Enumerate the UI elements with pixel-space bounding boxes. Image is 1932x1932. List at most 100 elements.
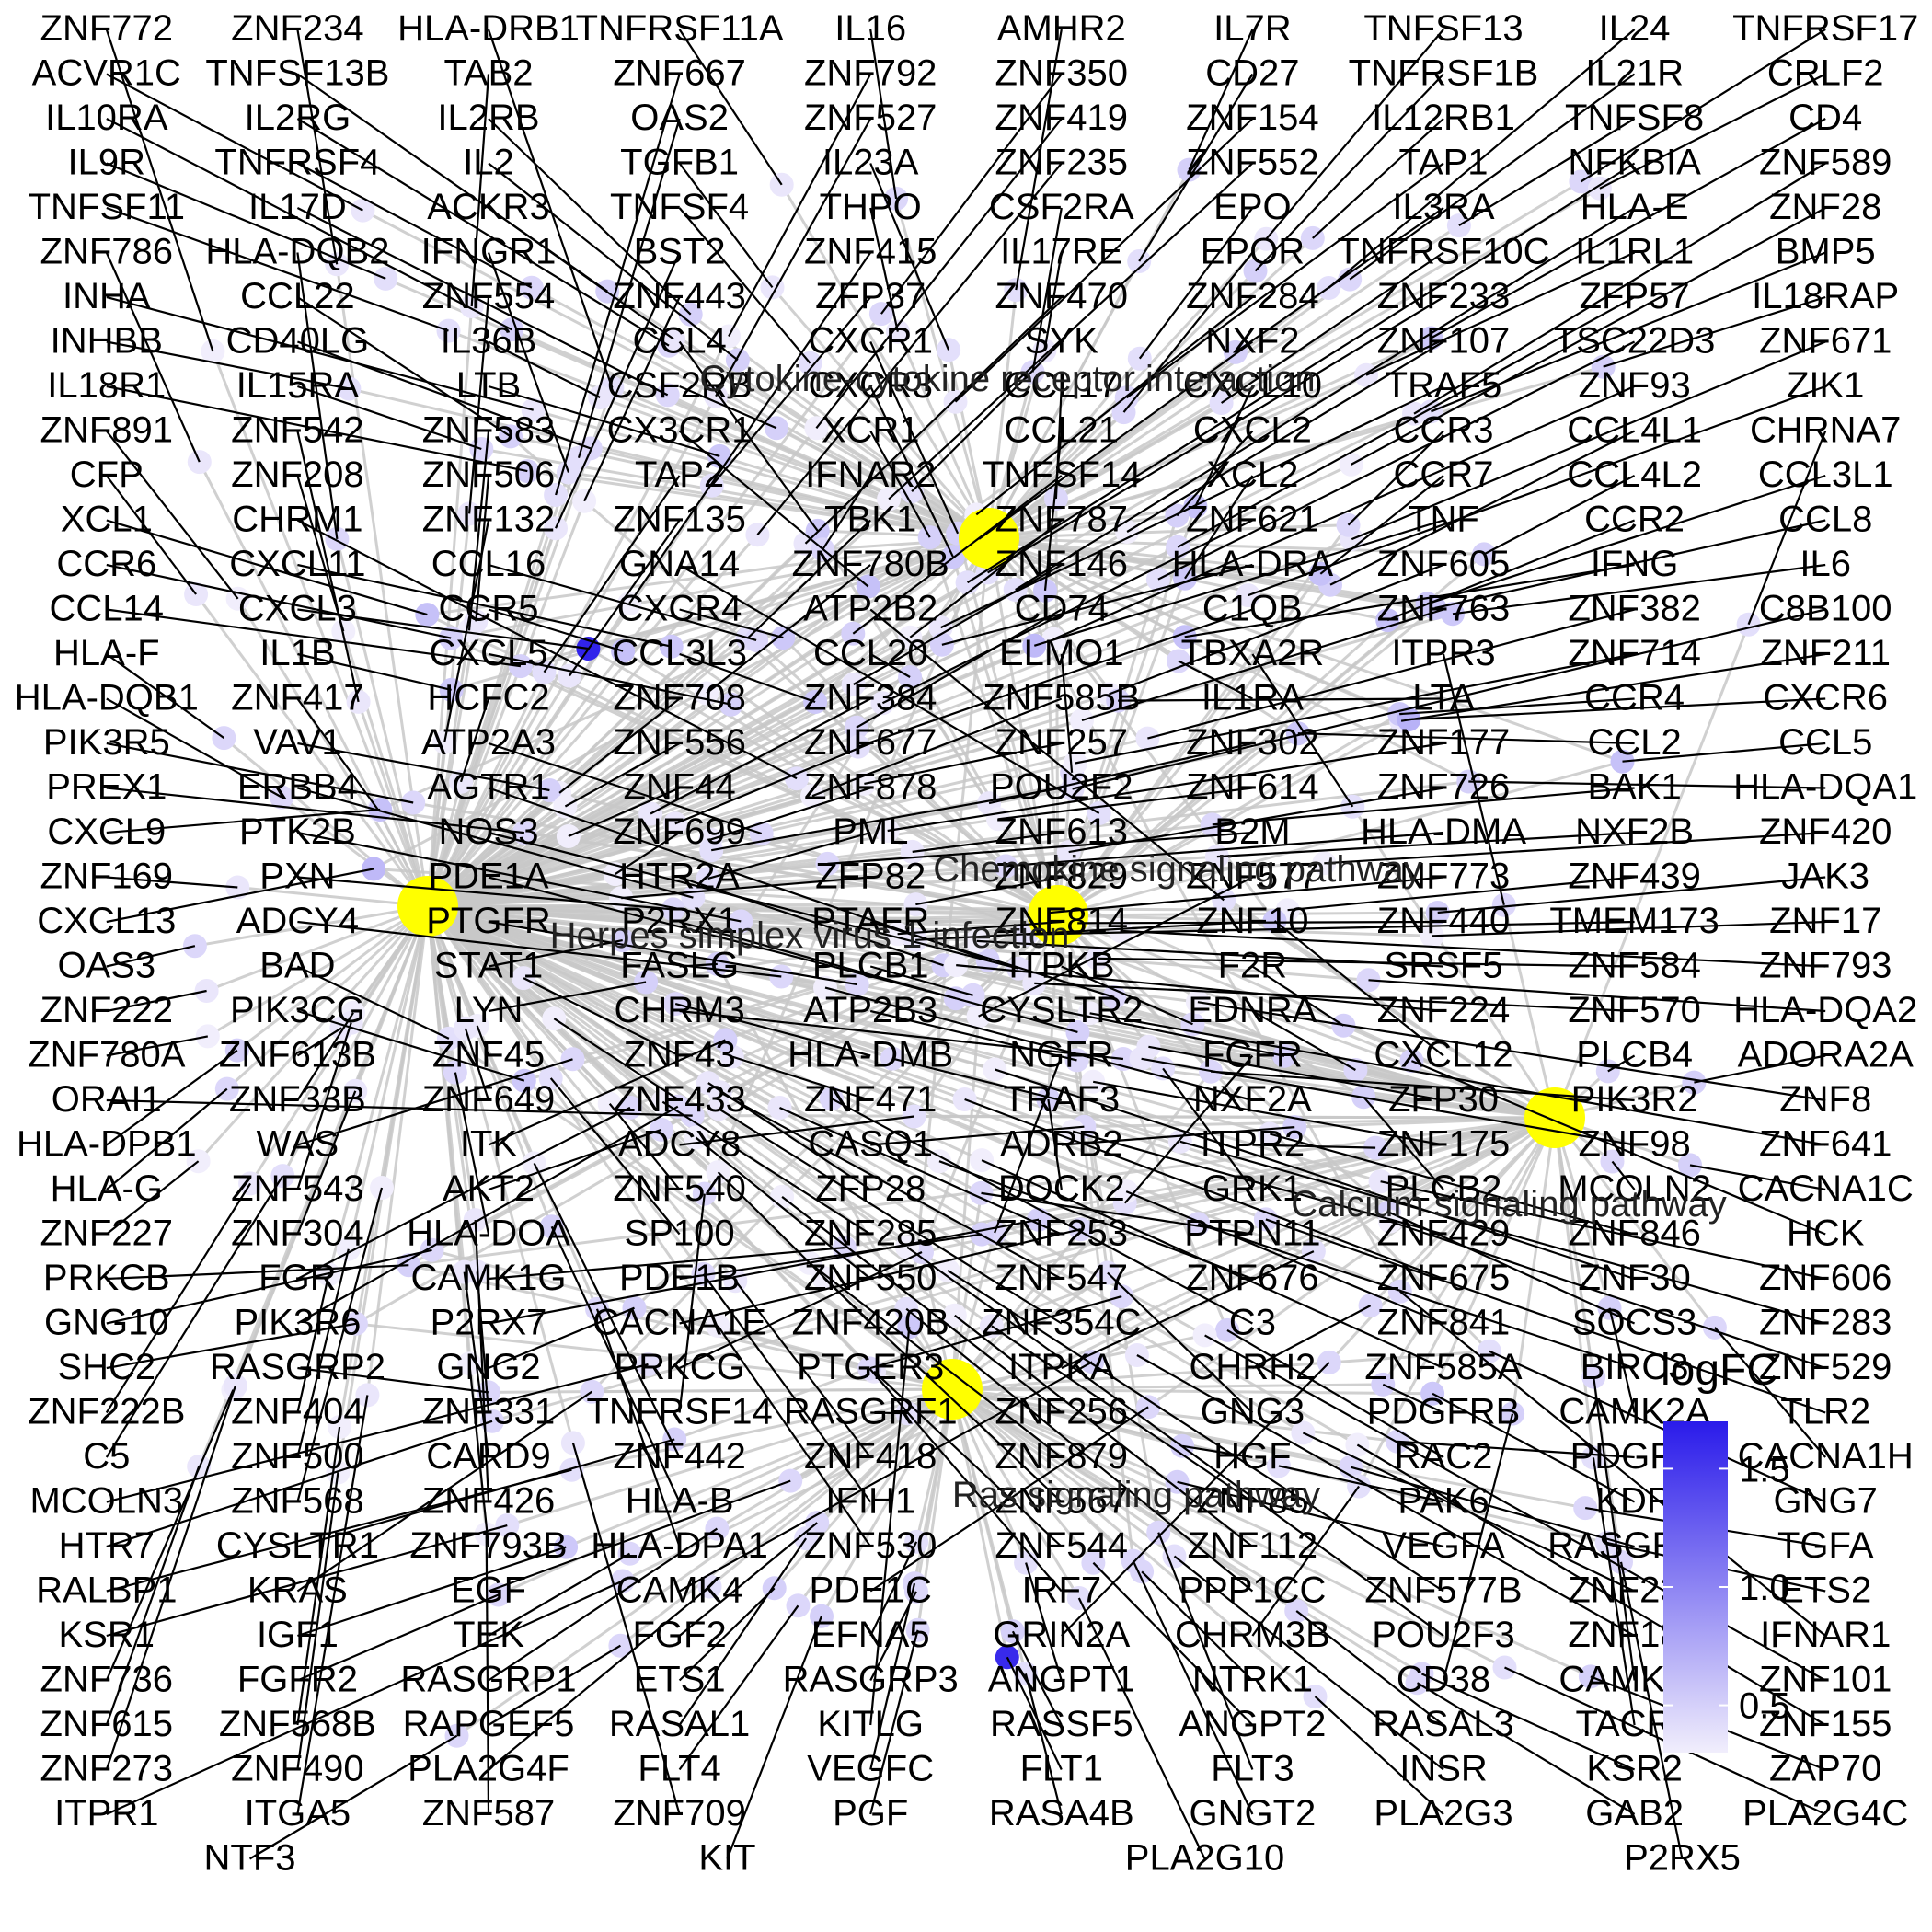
- leader-znf107: [1126, 340, 1444, 533]
- gene-label-zfp37: ZFP37: [815, 276, 926, 316]
- gene-label-kdr: KDR: [1595, 1481, 1673, 1522]
- leader-pou2f3: [906, 1246, 1444, 1637]
- edge-ntf3-ras: [455, 1387, 953, 1738]
- leader-b2m: [827, 831, 1253, 865]
- gene-label-ednra: EDNRA: [1188, 990, 1317, 1030]
- edge-angpt2-ras: [950, 1388, 1095, 1564]
- gene-label-znf44: ZNF44: [623, 767, 735, 808]
- gene-label-znf613b: ZNF613B: [219, 1035, 376, 1075]
- leader-znf155: [1356, 1443, 1826, 1726]
- edge-il16-cytokine: [894, 198, 991, 539]
- edge-znf567-herpes: [426, 904, 825, 1280]
- gene-label-znf772: ZNF772: [40, 8, 174, 49]
- leader-erbb4: [297, 787, 694, 899]
- gene-label-ets1: ETS1: [634, 1660, 726, 1700]
- leader-il2rg: [296, 118, 670, 347]
- leader-syk: [911, 340, 1063, 492]
- gene-label-znf30: ZNF30: [1578, 1258, 1690, 1298]
- leader-kdr: [1432, 1392, 1636, 1503]
- gene-label-znf699: ZNF699: [613, 811, 746, 852]
- leader-znf568: [296, 1187, 384, 1502]
- leader-znf350: [880, 73, 1063, 315]
- leader-ccl4: [678, 340, 819, 532]
- leader-il7r: [1188, 29, 1254, 171]
- edge-cxcl9-cytokine: [379, 536, 990, 811]
- gene-label-insr: INSR: [1399, 1749, 1488, 1789]
- gene-label-ksr1: KSR1: [59, 1615, 155, 1655]
- leader-pik3r5: [106, 742, 414, 804]
- gene-label-znf649: ZNF649: [422, 1079, 556, 1120]
- edge-il17d-cytokine: [667, 394, 990, 540]
- edge-irf7-herpes: [426, 904, 871, 1370]
- gene-label-stat1: STAT1: [434, 946, 544, 986]
- leader-pla2g4f: [488, 1585, 711, 1771]
- gene-label-il21r: IL21R: [1585, 53, 1684, 94]
- label-leader-layer: [105, 29, 1827, 1860]
- edge-hla-dqa1-cytokine: [988, 536, 1469, 783]
- gene-label-ptger3: PTGER3: [797, 1347, 944, 1387]
- leader-oas2: [577, 118, 681, 459]
- gene-label-ifng: IFNG: [1591, 544, 1679, 584]
- gene-label-bst2: BST2: [634, 232, 726, 272]
- gene-label-znf8: ZNF8: [1779, 1079, 1871, 1120]
- gene-label-itpka: ITPKA: [1008, 1347, 1115, 1387]
- edge-kit-ras: [820, 1388, 954, 1617]
- leader-znf585b: [811, 697, 1063, 798]
- leader-tgfb1: [678, 162, 774, 289]
- gene-label-pde1b: PDE1B: [619, 1258, 740, 1298]
- edge-kitlg-cytokine: [907, 537, 991, 1328]
- gene-label-ptgfr: PTGFR: [426, 901, 551, 941]
- leader-traf5: [940, 385, 1444, 629]
- gene-label-ptk2b: PTK2B: [239, 811, 356, 852]
- leader-pml: [707, 831, 871, 880]
- leader-il1ra: [1178, 660, 1253, 700]
- leader-cxcl2: [1176, 430, 1254, 517]
- gene-label-znf257: ZNF257: [995, 722, 1129, 763]
- edge-ccl4l2-cytokine: [988, 536, 1485, 556]
- leader-birc3: [1197, 1223, 1635, 1370]
- gene-label-znf417: ZNF417: [231, 678, 364, 719]
- leader-kit: [726, 1616, 823, 1859]
- gene-label-prex1: PREX1: [46, 767, 167, 808]
- gene-label-chrm1: CHRM1: [232, 500, 362, 540]
- leader-tbxa2r: [1251, 653, 1354, 808]
- leader-was: [297, 1058, 573, 1146]
- gene-label-zfp82: ZFP82: [815, 857, 926, 897]
- gene-label-htr2a: HTR2A: [619, 857, 740, 897]
- leader-znf224: [956, 964, 1444, 1013]
- edge-xcr1-chemokine: [928, 536, 1060, 916]
- gene-label-znf285: ZNF285: [804, 1213, 937, 1254]
- leader-il2: [488, 162, 739, 362]
- gene-label-cxcr1: CXCR1: [808, 321, 933, 362]
- gene-label-ccr4: CCR4: [1584, 678, 1685, 719]
- gene-label-cacna1e: CACNA1E: [592, 1303, 766, 1343]
- leader-ednra: [1251, 1010, 1356, 1071]
- gene-label-acvr1c: ACVR1C: [32, 53, 181, 94]
- gene-label-znf304: ZNF304: [231, 1213, 364, 1254]
- leader-cxcr3: [869, 385, 954, 558]
- leader-znf567: [822, 1277, 1063, 1503]
- gene-label-cxcl10: CXCL10: [1183, 365, 1322, 406]
- gene-label-il7r: IL7R: [1213, 8, 1292, 49]
- gene-label-znf570: ZNF570: [1568, 990, 1701, 1030]
- leader-il16: [869, 29, 898, 200]
- edge-znf101-herpes: [427, 904, 1206, 1337]
- leader-znf135: [569, 519, 681, 677]
- leader-znf714: [1075, 652, 1635, 765]
- gene-label-znf440: ZNF440: [1377, 901, 1511, 941]
- edge-il36b-cytokine: [599, 396, 990, 540]
- gene-label-lta: LTA: [1412, 678, 1475, 719]
- edge-oas3-herpes: [194, 904, 429, 948]
- edge-znf418-herpes: [426, 905, 737, 1282]
- gene-label-hla-dra: HLA-DRA: [1172, 544, 1334, 584]
- leader-tnfsf13: [1265, 29, 1444, 240]
- gene-label-cfp: CFP: [70, 454, 144, 495]
- gene-label-lyn: LYN: [454, 990, 523, 1030]
- gene-label-znf43: ZNF43: [623, 1035, 735, 1075]
- gene-label-znf33b: ZNF33B: [229, 1079, 366, 1120]
- leader-itga5: [296, 1395, 369, 1815]
- leader-znf841: [1125, 1190, 1444, 1325]
- gene-label-birc3: BIRC3: [1581, 1347, 1689, 1387]
- leader-tnfrsf14: [678, 1193, 706, 1413]
- gene-label-pde1a: PDE1A: [428, 857, 548, 897]
